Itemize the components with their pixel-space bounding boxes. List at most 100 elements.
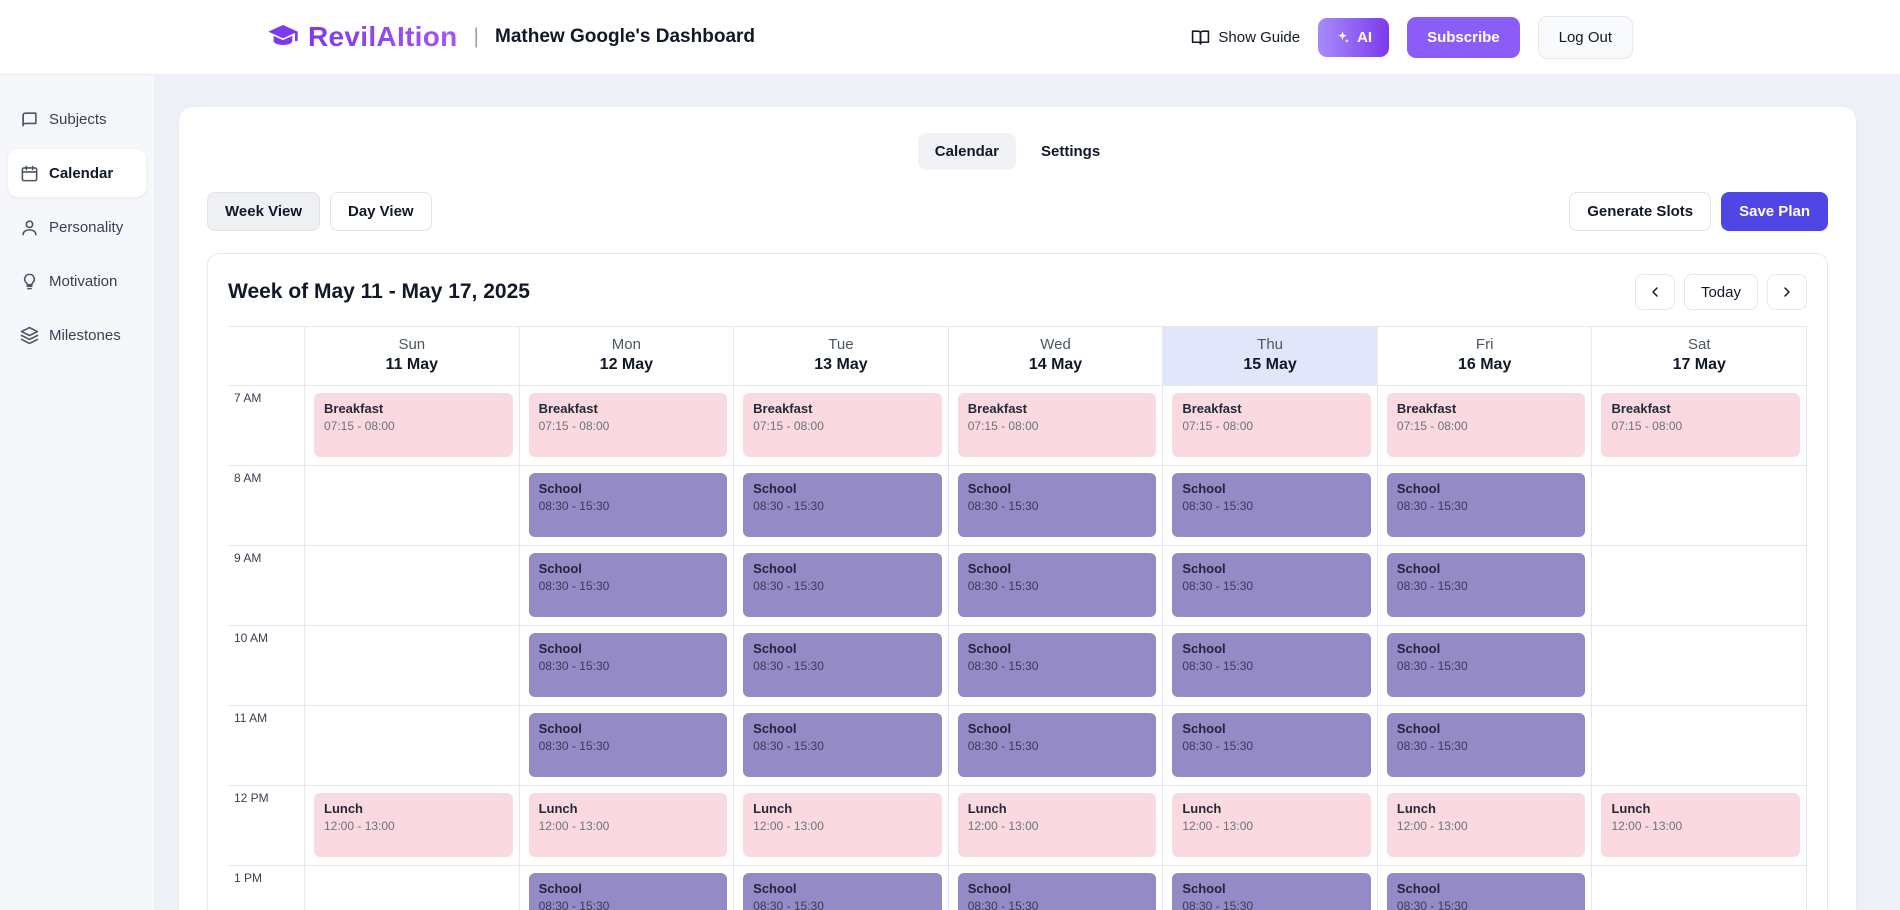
event-school[interactable]: School 08:30 - 15:30 xyxy=(743,713,942,777)
event-school[interactable]: School 08:30 - 15:30 xyxy=(1172,553,1371,617)
event-school[interactable]: School 08:30 - 15:30 xyxy=(1172,473,1371,537)
event-school[interactable]: School 08:30 - 15:30 xyxy=(1172,713,1371,777)
calendar-cell[interactable] xyxy=(948,865,1163,910)
event-school[interactable]: School 08:30 - 15:30 xyxy=(957,873,1157,910)
event-school[interactable]: School 08:30 - 15:30 xyxy=(1386,473,1586,537)
calendar-cell[interactable] xyxy=(1592,385,1807,465)
event-breakfast[interactable]: Breakfast 07:15 - 08:00 xyxy=(957,393,1157,457)
day-view-button[interactable]: Day View xyxy=(330,192,432,231)
subscribe-button[interactable]: Subscribe xyxy=(1407,16,1520,58)
event-school[interactable]: School 08:30 - 15:30 xyxy=(1172,873,1371,910)
calendar-cell[interactable] xyxy=(519,385,734,465)
event-school[interactable]: School 08:30 - 15:30 xyxy=(957,473,1157,537)
event-breakfast[interactable]: Breakfast 07:15 - 08:00 xyxy=(1601,393,1801,457)
calendar-cell[interactable] xyxy=(1592,465,1807,545)
event-school[interactable]: School 08:30 - 15:30 xyxy=(957,553,1157,617)
week-view-button[interactable]: Week View xyxy=(207,192,320,231)
event-school[interactable]: School 08:30 - 15:30 xyxy=(1386,553,1586,617)
calendar-cell[interactable] xyxy=(1163,705,1377,785)
event-school[interactable]: School 08:30 - 15:30 xyxy=(957,713,1157,777)
calendar-cell[interactable] xyxy=(734,545,948,625)
event-lunch[interactable]: Lunch 12:00 - 13:00 xyxy=(1386,793,1586,857)
calendar-cell[interactable] xyxy=(305,465,519,545)
sidebar-item-subjects[interactable]: Subjects xyxy=(8,95,146,143)
calendar-cell[interactable] xyxy=(1377,865,1592,910)
event-breakfast[interactable]: Breakfast 07:15 - 08:00 xyxy=(314,393,513,457)
calendar-cell[interactable] xyxy=(1592,865,1807,910)
event-school[interactable]: School 08:30 - 15:30 xyxy=(957,633,1157,697)
event-school[interactable]: School 08:30 - 15:30 xyxy=(743,873,942,910)
calendar-cell[interactable] xyxy=(948,465,1163,545)
event-lunch[interactable]: Lunch 12:00 - 13:00 xyxy=(528,793,728,857)
event-lunch[interactable]: Lunch 12:00 - 13:00 xyxy=(957,793,1157,857)
calendar-cell[interactable] xyxy=(519,625,734,705)
calendar-cell[interactable] xyxy=(734,385,948,465)
calendar-cell[interactable] xyxy=(519,705,734,785)
calendar-cell[interactable] xyxy=(305,785,519,865)
today-button[interactable]: Today xyxy=(1683,274,1758,310)
calendar-cell[interactable] xyxy=(948,705,1163,785)
calendar-cell[interactable] xyxy=(948,545,1163,625)
calendar-cell[interactable] xyxy=(1163,625,1377,705)
calendar-cell[interactable] xyxy=(305,545,519,625)
calendar-cell[interactable] xyxy=(734,705,948,785)
calendar-cell[interactable] xyxy=(519,785,734,865)
logout-button[interactable]: Log Out xyxy=(1537,15,1633,59)
event-school[interactable]: School 08:30 - 15:30 xyxy=(743,633,942,697)
event-school[interactable]: School 08:30 - 15:30 xyxy=(528,873,728,910)
event-school[interactable]: School 08:30 - 15:30 xyxy=(1386,633,1586,697)
event-breakfast[interactable]: Breakfast 07:15 - 08:00 xyxy=(743,393,942,457)
event-school[interactable]: School 08:30 - 15:30 xyxy=(1386,713,1586,777)
event-school[interactable]: School 08:30 - 15:30 xyxy=(528,473,728,537)
sidebar-item-motivation[interactable]: Motivation xyxy=(8,257,146,305)
event-breakfast[interactable]: Breakfast 07:15 - 08:00 xyxy=(1386,393,1586,457)
sidebar-item-calendar[interactable]: Calendar xyxy=(8,149,146,197)
calendar-cell[interactable] xyxy=(734,625,948,705)
event-breakfast[interactable]: Breakfast 07:15 - 08:00 xyxy=(528,393,728,457)
tab-calendar[interactable]: Calendar xyxy=(917,133,1016,170)
calendar-cell[interactable] xyxy=(1592,705,1807,785)
calendar-cell[interactable] xyxy=(1163,785,1377,865)
calendar-cell[interactable] xyxy=(734,865,948,910)
calendar-cell[interactable] xyxy=(1163,465,1377,545)
calendar-cell[interactable] xyxy=(1163,865,1377,910)
event-school[interactable]: School 08:30 - 15:30 xyxy=(743,473,942,537)
calendar-cell[interactable] xyxy=(734,465,948,545)
save-plan-button[interactable]: Save Plan xyxy=(1721,192,1828,231)
event-school[interactable]: School 08:30 - 15:30 xyxy=(528,713,728,777)
next-week-button[interactable] xyxy=(1767,274,1807,310)
calendar-cell[interactable] xyxy=(1377,385,1592,465)
calendar-cell[interactable] xyxy=(1163,385,1377,465)
calendar-cell[interactable] xyxy=(1592,625,1807,705)
calendar-cell[interactable] xyxy=(948,385,1163,465)
calendar-cell[interactable] xyxy=(1377,465,1592,545)
event-school[interactable]: School 08:30 - 15:30 xyxy=(528,633,728,697)
calendar-cell[interactable] xyxy=(1377,785,1592,865)
calendar-cell[interactable] xyxy=(519,865,734,910)
event-lunch[interactable]: Lunch 12:00 - 13:00 xyxy=(743,793,942,857)
calendar-cell[interactable] xyxy=(1377,625,1592,705)
event-lunch[interactable]: Lunch 12:00 - 13:00 xyxy=(314,793,513,857)
calendar-cell[interactable] xyxy=(734,785,948,865)
event-lunch[interactable]: Lunch 12:00 - 13:00 xyxy=(1172,793,1371,857)
calendar-cell[interactable] xyxy=(1377,705,1592,785)
event-school[interactable]: School 08:30 - 15:30 xyxy=(528,553,728,617)
event-lunch[interactable]: Lunch 12:00 - 13:00 xyxy=(1601,793,1801,857)
calendar-cell[interactable] xyxy=(305,385,519,465)
event-school[interactable]: School 08:30 - 15:30 xyxy=(743,553,942,617)
generate-slots-button[interactable]: Generate Slots xyxy=(1569,192,1712,231)
calendar-cell[interactable] xyxy=(305,705,519,785)
sidebar-item-milestones[interactable]: Milestones xyxy=(8,311,146,359)
prev-week-button[interactable] xyxy=(1634,274,1675,310)
sidebar-item-personality[interactable]: Personality xyxy=(8,203,146,251)
event-school[interactable]: School 08:30 - 15:30 xyxy=(1386,873,1586,910)
calendar-cell[interactable] xyxy=(1592,785,1807,865)
event-breakfast[interactable]: Breakfast 07:15 - 08:00 xyxy=(1172,393,1371,457)
calendar-cell[interactable] xyxy=(305,625,519,705)
tab-settings[interactable]: Settings xyxy=(1024,133,1117,170)
calendar-cell[interactable] xyxy=(519,465,734,545)
calendar-cell[interactable] xyxy=(948,785,1163,865)
calendar-cell[interactable] xyxy=(519,545,734,625)
event-school[interactable]: School 08:30 - 15:30 xyxy=(1172,633,1371,697)
calendar-cell[interactable] xyxy=(1592,545,1807,625)
